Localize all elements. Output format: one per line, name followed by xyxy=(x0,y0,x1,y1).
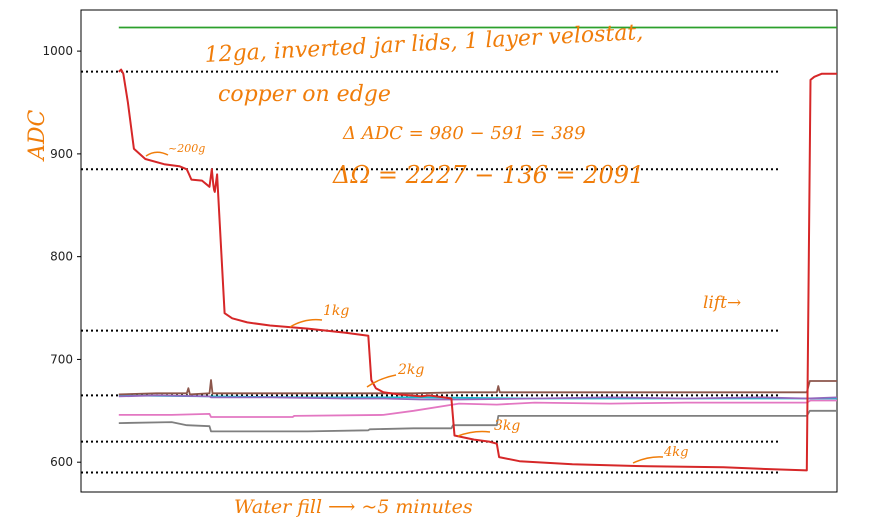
series-line xyxy=(118,409,837,433)
arrow-200g xyxy=(145,151,169,157)
annotation-1kg: 1kg xyxy=(323,303,349,319)
y-tick-label: 1000 xyxy=(42,44,73,58)
arrow-2kg xyxy=(366,374,397,388)
arrow-4kg xyxy=(632,456,664,464)
annotations: 12ga, inverted jar lids, 1 layer velosta… xyxy=(25,20,741,518)
y-axis-label: ADC xyxy=(25,109,50,162)
plot-frame xyxy=(80,9,838,493)
y-tick-label: 900 xyxy=(50,147,73,161)
annotation-lift: lift→ xyxy=(703,293,741,313)
annotation-3kg: 3kg xyxy=(494,418,520,434)
series-line xyxy=(118,379,837,396)
y-tick-label: 800 xyxy=(50,250,73,264)
x-axis-label: Water fill ⟶ ~5 minutes xyxy=(234,496,473,518)
series-line xyxy=(118,68,837,472)
arrow-3kg xyxy=(457,430,491,437)
annotation-title-line-2: copper on edge xyxy=(218,82,391,107)
series-line xyxy=(118,399,837,418)
annotation-4kg: 4kg xyxy=(663,445,688,460)
series-layer xyxy=(118,26,838,472)
arrow-1kg xyxy=(289,318,323,328)
annotation-delta-ohm: ΔΩ = 2227 − 136 = 2091 xyxy=(332,161,644,189)
y-tick-label: 700 xyxy=(50,352,73,366)
y-axis: 600 700 800 900 1000 xyxy=(42,44,81,469)
y-tick-label: 600 xyxy=(50,455,73,469)
annotation-2kg: 2kg xyxy=(397,362,424,378)
annotation-delta-adc: Δ ADC = 980 − 591 = 389 xyxy=(342,123,586,144)
annotation-200g: ~200g xyxy=(168,142,205,155)
series-line xyxy=(118,394,838,401)
